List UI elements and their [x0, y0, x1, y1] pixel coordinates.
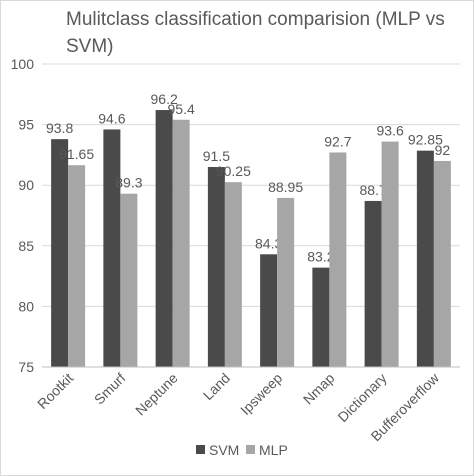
data-label: 91.5	[203, 148, 230, 164]
x-tick-label: Nmap	[300, 370, 338, 408]
bar-mlp	[172, 119, 190, 367]
x-tick-label: Land	[200, 370, 233, 403]
data-label: 90.25	[216, 163, 251, 179]
data-label: 91.65	[59, 146, 94, 162]
y-tick-label: 100	[11, 56, 35, 72]
bar-mlp	[277, 197, 295, 367]
bar-svm	[103, 129, 121, 367]
x-tick-label: Dictionary	[334, 370, 389, 425]
data-label: 94.6	[98, 110, 125, 126]
bar-mlp	[68, 165, 86, 367]
x-tick-label: Smurf	[91, 370, 129, 408]
data-label: 96.2	[151, 91, 178, 107]
data-label: 92.85	[408, 132, 443, 148]
bar-mlp	[329, 152, 347, 367]
data-label: 93.8	[46, 120, 73, 136]
bar-mlp	[224, 182, 242, 367]
y-tick-label: 95	[18, 117, 34, 133]
bar-mlp	[120, 193, 138, 367]
y-tick-label: 90	[18, 177, 34, 193]
data-label: 92.7	[324, 133, 351, 149]
bar-mlp	[433, 160, 451, 367]
bar-svm	[312, 267, 330, 367]
bar-svm	[260, 254, 278, 367]
bar-svm	[51, 139, 69, 367]
x-tick-label: Ipsweep	[237, 370, 285, 418]
legend-swatch-mlp	[246, 445, 255, 454]
chart-title: Mulitclass classification comparision (M…	[66, 9, 445, 57]
bar-svm	[155, 110, 173, 367]
bar-svm	[364, 200, 382, 367]
data-label: 92	[435, 142, 451, 158]
legend-label-mlp: MLP	[259, 442, 288, 458]
bar-mlp	[381, 141, 399, 367]
data-label: 84.3	[255, 235, 282, 251]
data-label: 95.4	[168, 101, 195, 117]
data-label: 88.95	[268, 179, 303, 195]
data-label: 83.2	[307, 249, 334, 265]
y-tick-label: 85	[18, 238, 34, 254]
data-label: 89.3	[115, 175, 142, 191]
bar-svm	[416, 150, 434, 367]
legend-label-svm: SVM	[209, 442, 240, 458]
legend-swatch-svm	[196, 445, 205, 454]
x-tick-label: Neptune	[132, 370, 181, 419]
bar-svm	[207, 167, 225, 367]
y-tick-label: 75	[18, 359, 34, 375]
data-label: 88.7	[360, 182, 387, 198]
x-tick-label: Rootkit	[34, 370, 76, 412]
y-tick-label: 80	[18, 298, 34, 314]
data-label: 93.6	[377, 123, 404, 139]
